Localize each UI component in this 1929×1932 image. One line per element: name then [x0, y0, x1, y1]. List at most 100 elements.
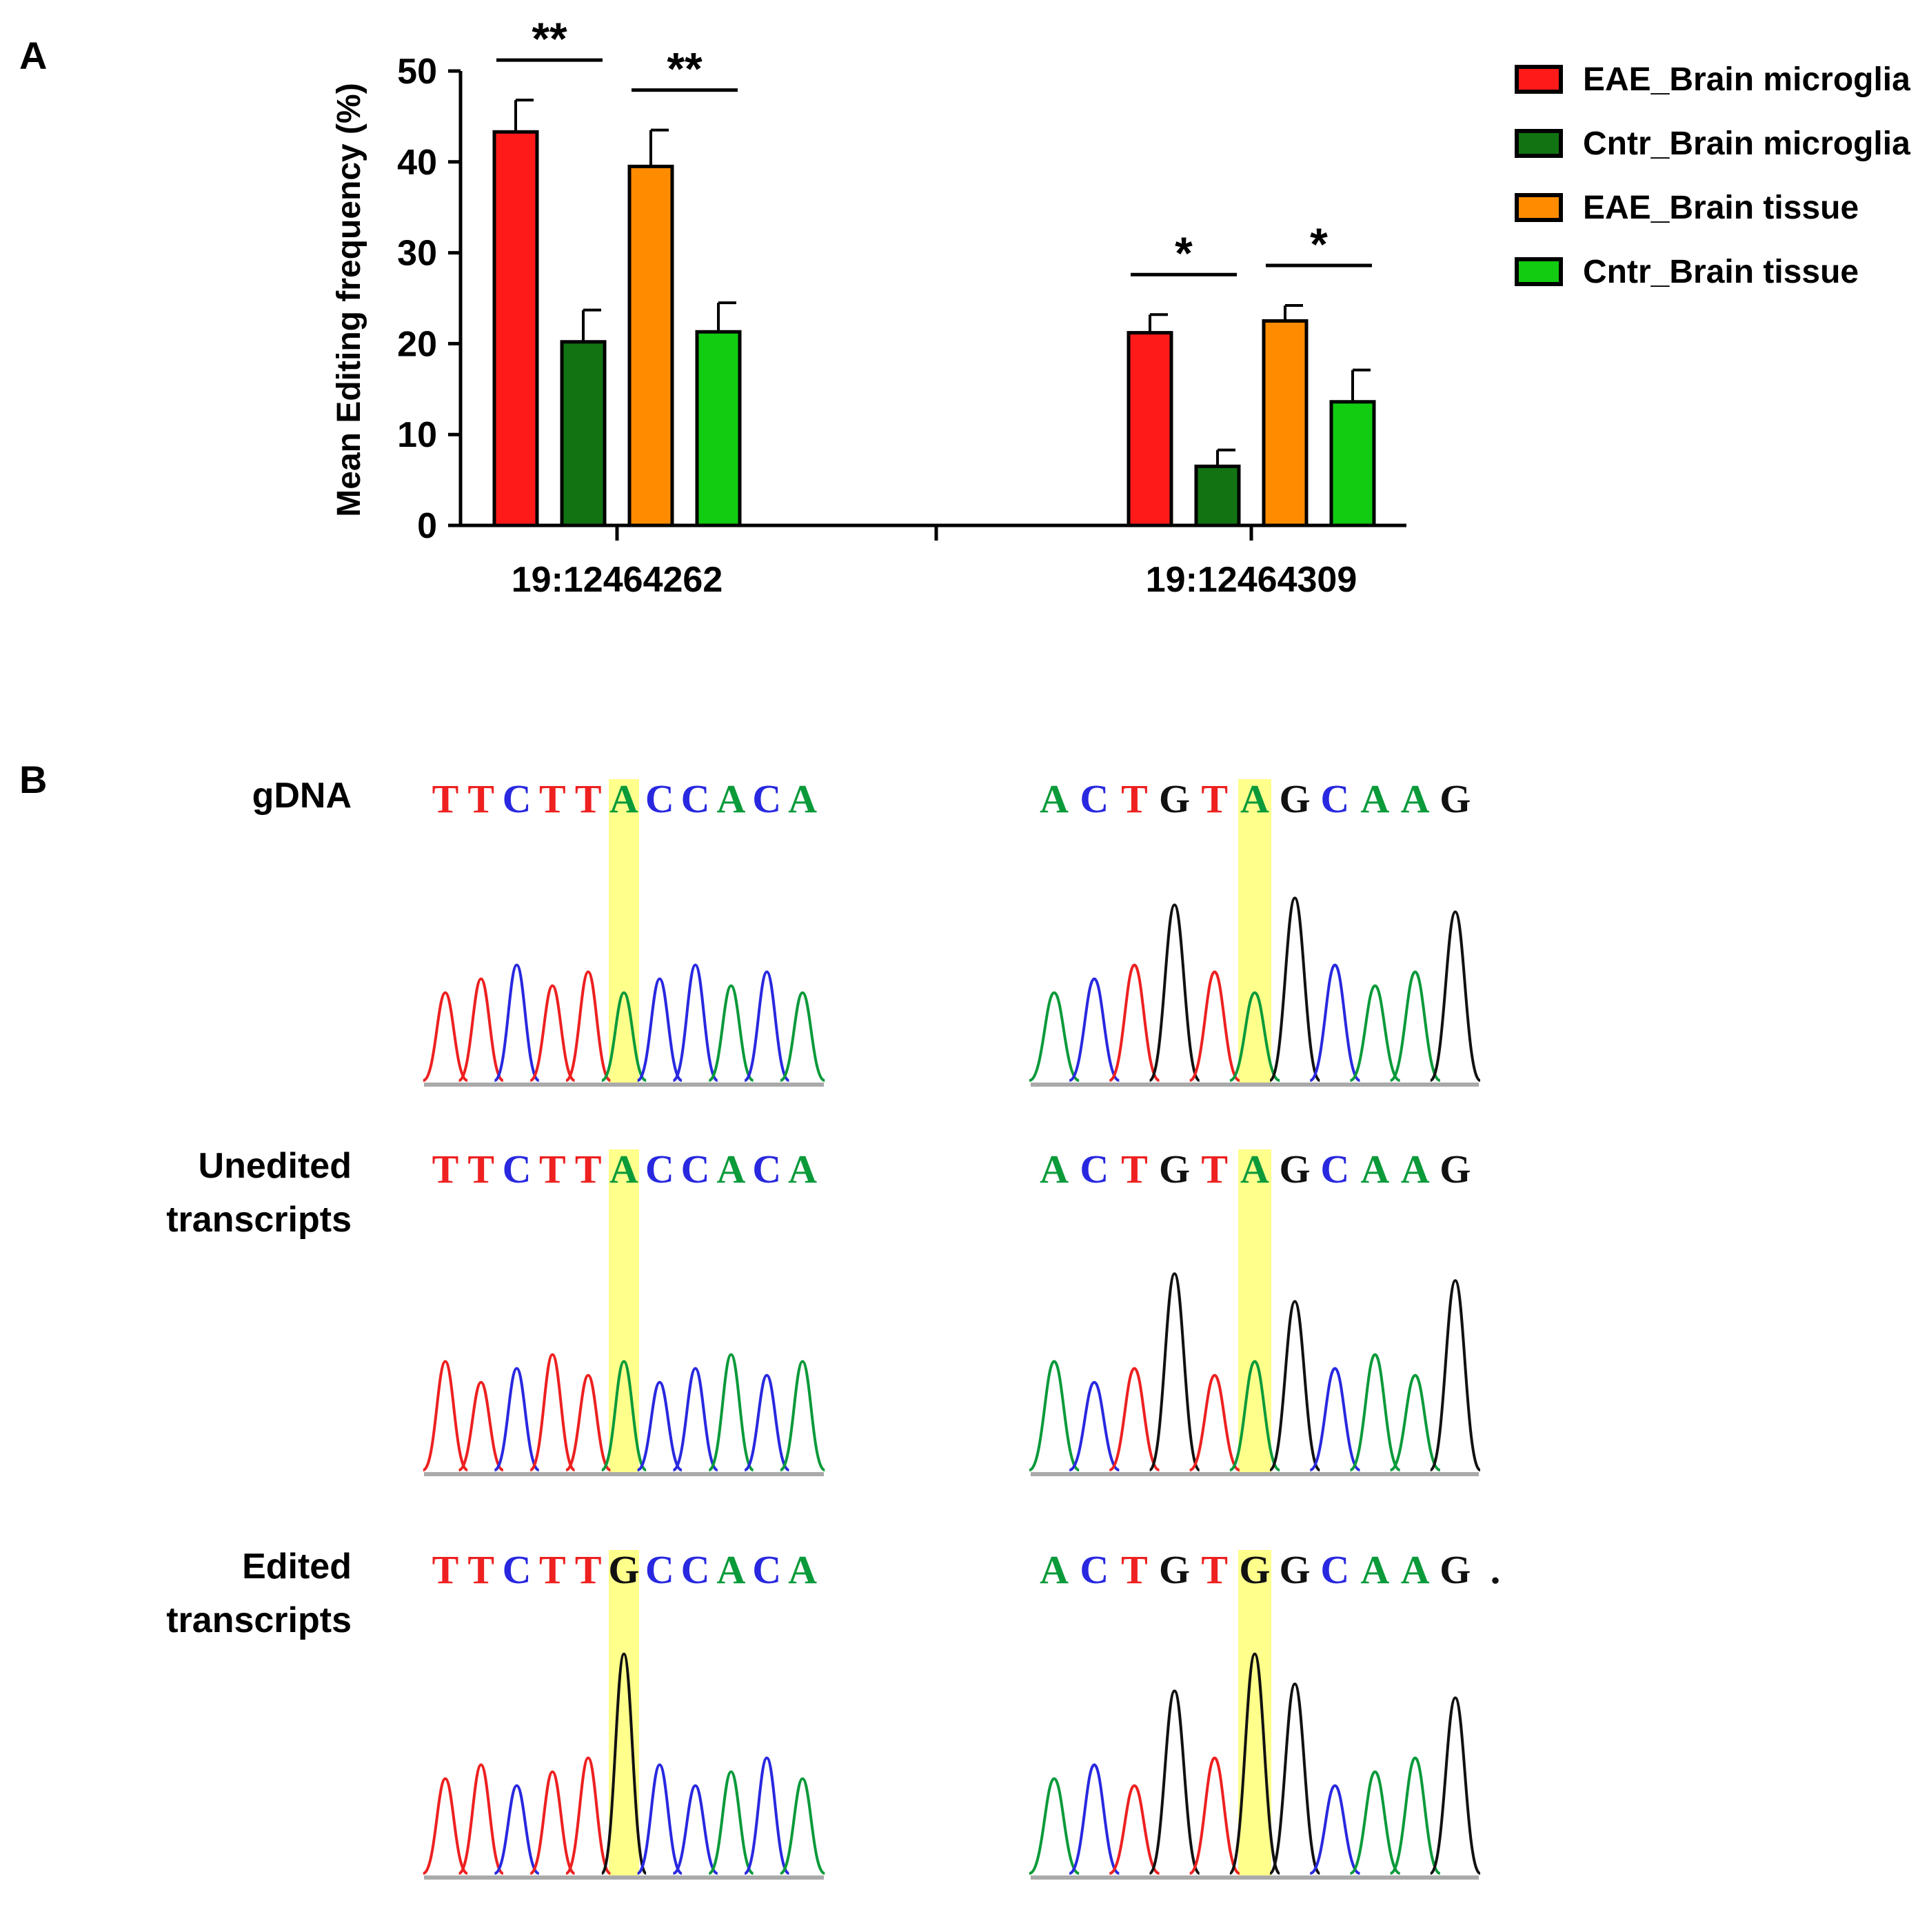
base-letter: C: [752, 1547, 782, 1592]
trace-peak: [744, 1756, 790, 1875]
base-letter: T: [1201, 1147, 1229, 1191]
base-letter: C: [752, 1147, 782, 1191]
base-letter: G: [1159, 1147, 1191, 1191]
row-label-line: transcripts: [166, 1200, 352, 1240]
base-letter: A: [1400, 776, 1430, 821]
trace-peak: [672, 1784, 718, 1875]
bar: [560, 340, 607, 527]
trace-peak: [1029, 1360, 1080, 1471]
trace-peak: [1229, 1360, 1281, 1471]
edit-site-highlight: [609, 1550, 639, 1875]
base-letter: C: [645, 776, 674, 821]
trace-peak: [1148, 903, 1201, 1082]
trace-peak: [1029, 1777, 1080, 1875]
base-letter: A: [609, 1147, 638, 1191]
trace-peak: [1428, 1696, 1482, 1875]
trace-peak: [1349, 1770, 1401, 1875]
base-letter: T: [574, 1147, 602, 1191]
legend-swatch: [1515, 257, 1563, 286]
base-letter: T: [1201, 1547, 1229, 1592]
base-letter: C: [1320, 1547, 1350, 1592]
y-tick-label: 50: [397, 52, 437, 92]
trace-peak: [1389, 970, 1441, 1082]
base-letter: G: [1279, 1547, 1311, 1592]
trace-peak: [636, 1763, 683, 1875]
base-letter: T: [539, 1547, 566, 1592]
base-letter: A: [1360, 1147, 1390, 1191]
trace-peak: [708, 1353, 754, 1471]
trace-peak: [1189, 1756, 1240, 1875]
y-tick-label: 0: [417, 506, 437, 546]
base-letter: A: [1360, 776, 1390, 821]
trace-peak: [1389, 1756, 1441, 1875]
trace-peak: [1069, 977, 1120, 1082]
chromatogram-trace: [1029, 1272, 1482, 1476]
base-letter: A: [1400, 1147, 1430, 1191]
base-letter: A: [1360, 1547, 1390, 1592]
base-letter: A: [716, 1547, 746, 1592]
trace-peak: [1428, 1279, 1482, 1471]
trace-peak: [529, 1770, 576, 1875]
trace-peak: [1429, 910, 1482, 1082]
trace-peak: [1389, 1373, 1441, 1471]
base-letter: G: [1440, 776, 1471, 821]
trace-peak: [494, 1784, 540, 1875]
base-letter: T: [432, 776, 459, 821]
base-letter: A: [609, 776, 638, 821]
bar: [1194, 464, 1241, 527]
trace-peak: [1069, 1763, 1120, 1875]
trace-peak: [529, 984, 576, 1082]
trace-peak: [422, 991, 468, 1082]
trace-peak: [1149, 1689, 1200, 1875]
trace-peak: [1309, 1784, 1361, 1875]
trace-peak: [708, 1770, 754, 1875]
chromatogram-trace: [422, 963, 826, 1087]
base-letter: T: [467, 1147, 495, 1191]
base-letter: A: [1240, 776, 1269, 821]
base-letter: T: [574, 1547, 602, 1592]
base-letter: T: [539, 1147, 566, 1191]
base-letter: A: [788, 776, 817, 821]
trace-peak: [422, 1360, 469, 1471]
base-letter: T: [1121, 1547, 1148, 1592]
base-letter: T: [574, 776, 602, 821]
trace-peak: [1109, 1784, 1160, 1875]
bar: [1262, 319, 1309, 527]
row-label-line: transcripts: [166, 1600, 352, 1640]
base-letter: .: [1490, 1547, 1501, 1592]
panel-b-label: B: [19, 758, 48, 801]
base-letter: A: [716, 776, 746, 821]
bar: [695, 330, 742, 527]
trace-peak: [458, 1763, 504, 1875]
base-letter: G: [1239, 1547, 1271, 1592]
y-tick-label: 40: [397, 143, 437, 183]
trace-peak: [600, 991, 647, 1082]
base-letter: C: [680, 776, 710, 821]
base-letter: T: [1121, 1147, 1148, 1191]
trace-peak: [780, 991, 826, 1082]
trace-peak: [1269, 896, 1321, 1082]
trace-peak: [422, 1777, 469, 1875]
trace-peak: [565, 1373, 612, 1471]
trace-peak: [1309, 963, 1361, 1082]
y-axis-title: Mean Editing frequency (%): [331, 83, 367, 516]
trace-peak: [1109, 1367, 1160, 1471]
trace-peak: [1349, 1353, 1401, 1471]
base-letter: C: [1320, 1147, 1350, 1191]
y-tick-label: 30: [397, 234, 437, 274]
row-label-line: Unedited: [198, 1146, 352, 1186]
trace-peak: [494, 963, 540, 1082]
base-letter: C: [752, 776, 782, 821]
legend-swatch: [1515, 129, 1563, 158]
base-letter: G: [1279, 1147, 1311, 1191]
base-letter: C: [1080, 776, 1109, 821]
trace-peak: [1269, 1682, 1322, 1875]
trace-peak: [708, 984, 754, 1082]
trace-peak: [1269, 1300, 1321, 1471]
legend-swatch: [1515, 193, 1563, 222]
base-letter: C: [645, 1147, 674, 1191]
trace-peak: [1349, 984, 1401, 1082]
y-tick-label: 20: [397, 324, 437, 364]
trace-peak: [779, 1777, 826, 1875]
